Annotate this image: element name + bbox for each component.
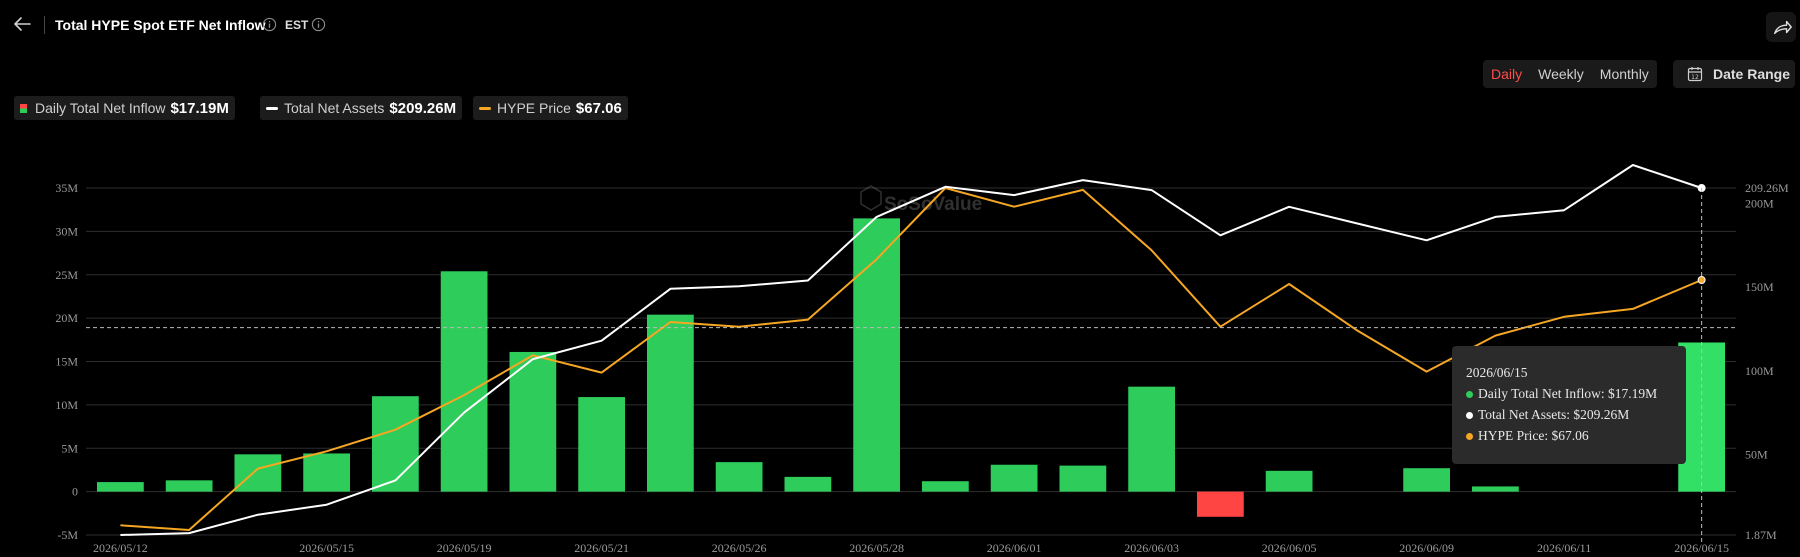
net-inflow-bar	[509, 351, 557, 492]
timezone-label: EST	[285, 18, 309, 32]
legend-line-swatch	[479, 106, 491, 110]
y-tick-label-left: 0	[72, 485, 78, 499]
y-tick-label-left: 15M	[55, 355, 78, 369]
net-inflow-bar	[922, 481, 969, 492]
y-tick-label-right: 1.87M	[1745, 528, 1777, 542]
net-inflow-bar	[234, 454, 282, 492]
y-tick-label-right: 209.26M	[1745, 181, 1789, 195]
page-title: Total HYPE Spot ETF Net Inflow	[55, 17, 266, 33]
info-icon[interactable]	[262, 17, 277, 32]
y-tick-label-left: -5M	[57, 528, 78, 542]
x-tick-label: 2026/06/09	[1399, 541, 1454, 555]
header-divider	[44, 16, 45, 34]
period-toggle: Daily Weekly Monthly	[1483, 60, 1657, 88]
net-inflow-bar	[165, 480, 213, 492]
net-inflow-bar	[1472, 486, 1519, 492]
y-tick-label-left: 35M	[55, 181, 78, 195]
net-inflow-bar	[853, 218, 900, 492]
legend-value: $67.06	[575, 99, 622, 117]
tooltip-text: HYPE Price: $67.06	[1478, 428, 1589, 443]
x-tick-label: 2026/06/03	[1124, 541, 1179, 555]
x-tick-label: 2026/06/05	[1262, 541, 1317, 555]
x-tick-label: 2026/05/26	[712, 541, 767, 555]
x-tick-label: 2026/05/28	[849, 541, 904, 555]
y-tick-label-left: 20M	[55, 311, 78, 325]
x-tick-label: 2026/05/15	[299, 541, 354, 555]
net-inflow-bar	[715, 462, 763, 492]
share-icon	[1773, 20, 1792, 35]
net-inflow-bar	[1403, 468, 1450, 492]
y-tick-label-right: 150M	[1745, 280, 1774, 294]
share-button[interactable]	[1766, 12, 1796, 42]
y-tick-label-right: 50M	[1745, 447, 1768, 461]
legend-total-net-assets[interactable]: Total Net Assets $209.26M	[260, 96, 463, 120]
sosovalue-watermark: SoSoValue	[860, 185, 982, 215]
tooltip-row-net-assets: Total Net Assets: $209.26M	[1466, 407, 1629, 423]
net-inflow-bar	[784, 476, 832, 492]
tooltip-dot	[1466, 390, 1473, 398]
timezone-info-icon[interactable]	[311, 17, 326, 32]
period-monthly-button[interactable]: Monthly	[1599, 66, 1649, 82]
tooltip-text: Daily Total Net Inflow: $17.19M	[1478, 386, 1658, 401]
net-inflow-bar	[1059, 465, 1107, 492]
back-arrow-icon[interactable]	[10, 12, 34, 36]
x-tick-label: 2026/06/15	[1674, 541, 1729, 555]
y-tick-label-left: 25M	[55, 268, 78, 282]
legend-label: Total Net Assets	[284, 100, 385, 116]
legend-label: HYPE Price	[497, 100, 571, 116]
x-tick-label: 2026/05/19	[437, 541, 492, 555]
tooltip-row-hype-price: HYPE Price: $67.06	[1466, 428, 1589, 444]
tooltip-row-net-inflow: Daily Total Net Inflow: $17.19M	[1466, 386, 1657, 402]
date-range-button[interactable]: 12 Date Range	[1673, 60, 1795, 88]
y-tick-label-right: 200M	[1745, 196, 1774, 210]
x-tick-label: 2026/05/21	[574, 541, 629, 555]
watermark-text: SoSoValue	[884, 194, 982, 215]
net-inflow-bar	[97, 482, 144, 492]
net-inflow-bar	[578, 397, 625, 492]
tooltip-text: Total Net Assets: $209.26M	[1478, 407, 1630, 422]
top-bar: Total HYPE Spot ETF Net Inflow EST	[0, 0, 1800, 50]
hype-price-point	[1697, 276, 1706, 285]
y-tick-label-right: 100M	[1745, 364, 1774, 378]
legend-line-swatch	[266, 106, 278, 110]
net-inflow-bar	[440, 271, 488, 492]
net-inflow-bar	[1265, 470, 1313, 492]
y-tick-label-left: 30M	[55, 224, 78, 238]
period-weekly-button[interactable]: Weekly	[1538, 66, 1584, 82]
net-inflow-bar	[372, 396, 419, 492]
svg-text:12: 12	[1691, 74, 1699, 81]
legend-label: Daily Total Net Inflow	[35, 100, 166, 116]
net-inflow-bar	[1128, 386, 1175, 492]
x-tick-label: 2026/05/12	[93, 541, 148, 555]
y-tick-label-left: 10M	[55, 398, 78, 412]
legend-value: $17.19M	[170, 99, 229, 117]
net-assets-point	[1697, 184, 1706, 192]
net-inflow-bar	[647, 314, 694, 492]
net-inflow-bar	[990, 464, 1038, 492]
tooltip-date: 2026/06/15	[1466, 365, 1528, 380]
tooltip-dot	[1466, 411, 1473, 419]
calendar-icon: 12	[1687, 67, 1703, 82]
legend-bar-swatch	[20, 103, 27, 113]
date-range-label: Date Range	[1713, 66, 1791, 82]
legend-hype-price[interactable]: HYPE Price $67.06	[473, 96, 628, 120]
period-daily-button[interactable]: Daily	[1491, 66, 1523, 82]
net-inflow-bar	[303, 453, 350, 492]
net-inflow-bar	[1197, 491, 1244, 517]
x-tick-label: 2026/06/11	[1537, 541, 1591, 555]
x-tick-label: 2026/06/01	[987, 541, 1042, 555]
y-tick-label-left: 5M	[61, 441, 78, 455]
chart-tooltip: 2026/06/15 Daily Total Net Inflow: $17.1…	[1452, 346, 1686, 464]
legend-daily-net-inflow[interactable]: Daily Total Net Inflow $17.19M	[14, 96, 235, 120]
legend-value: $209.26M	[389, 99, 457, 117]
tooltip-dot	[1466, 432, 1473, 440]
